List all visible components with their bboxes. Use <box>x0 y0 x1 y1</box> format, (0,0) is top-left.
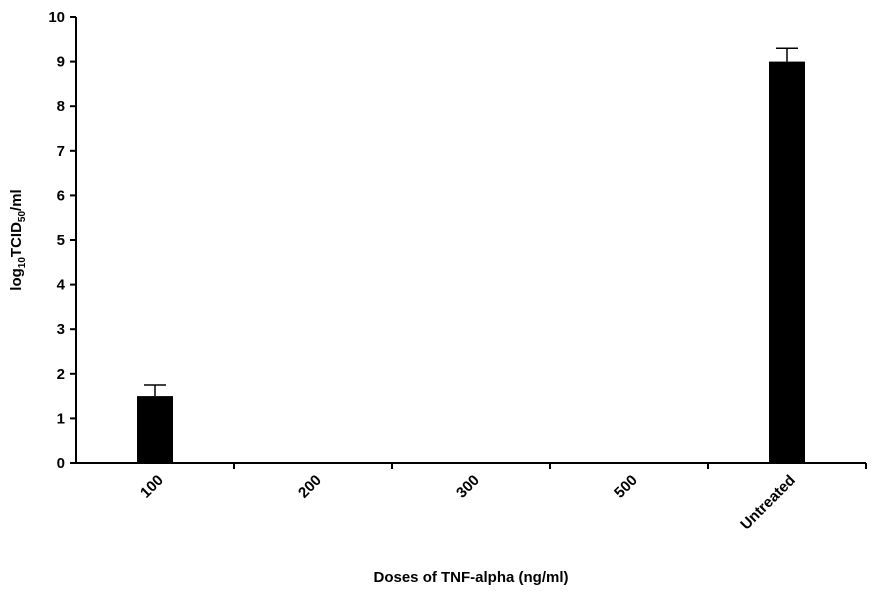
error-bars <box>144 47 798 397</box>
y-axis-title-middle: TCID <box>8 222 25 257</box>
y-tick-label: 2 <box>57 366 65 383</box>
y-tick-label: 7 <box>57 143 65 160</box>
y-tick-label: 6 <box>57 187 65 204</box>
y-tick-label: 8 <box>57 98 65 115</box>
category-labels: 100 200 300 500 Untreated <box>137 472 799 534</box>
x-category-label: 500 <box>611 472 641 502</box>
y-tick-label: 10 <box>48 9 65 26</box>
y-axis-ticks: 0 1 2 3 4 5 6 7 8 9 10 <box>48 9 76 472</box>
x-category-label: Untreated <box>737 472 799 534</box>
y-tick-label: 4 <box>57 277 66 294</box>
y-tick-label: 1 <box>57 410 65 427</box>
bar-untreated <box>769 61 805 463</box>
y-axis-title-prefix: log <box>8 268 25 291</box>
x-category-label: 300 <box>453 472 483 502</box>
y-tick-label: 0 <box>57 455 65 472</box>
x-category-label: 100 <box>137 472 167 502</box>
y-axis-title-sub1: 10 <box>17 257 28 269</box>
y-axis-title-sub2: 50 <box>17 211 28 223</box>
y-tick-label: 5 <box>57 232 65 249</box>
x-category-label: 200 <box>295 472 325 502</box>
y-axis-title: log10TCID50/ml <box>8 189 28 290</box>
bars <box>137 61 805 464</box>
y-tick-label: 3 <box>57 321 65 338</box>
bar-100 <box>137 396 173 463</box>
y-axis-title-suffix: /ml <box>8 189 25 211</box>
x-axis-title: Doses of TNF-alpha (ng/ml) <box>374 569 569 586</box>
y-tick-label: 9 <box>57 54 65 71</box>
